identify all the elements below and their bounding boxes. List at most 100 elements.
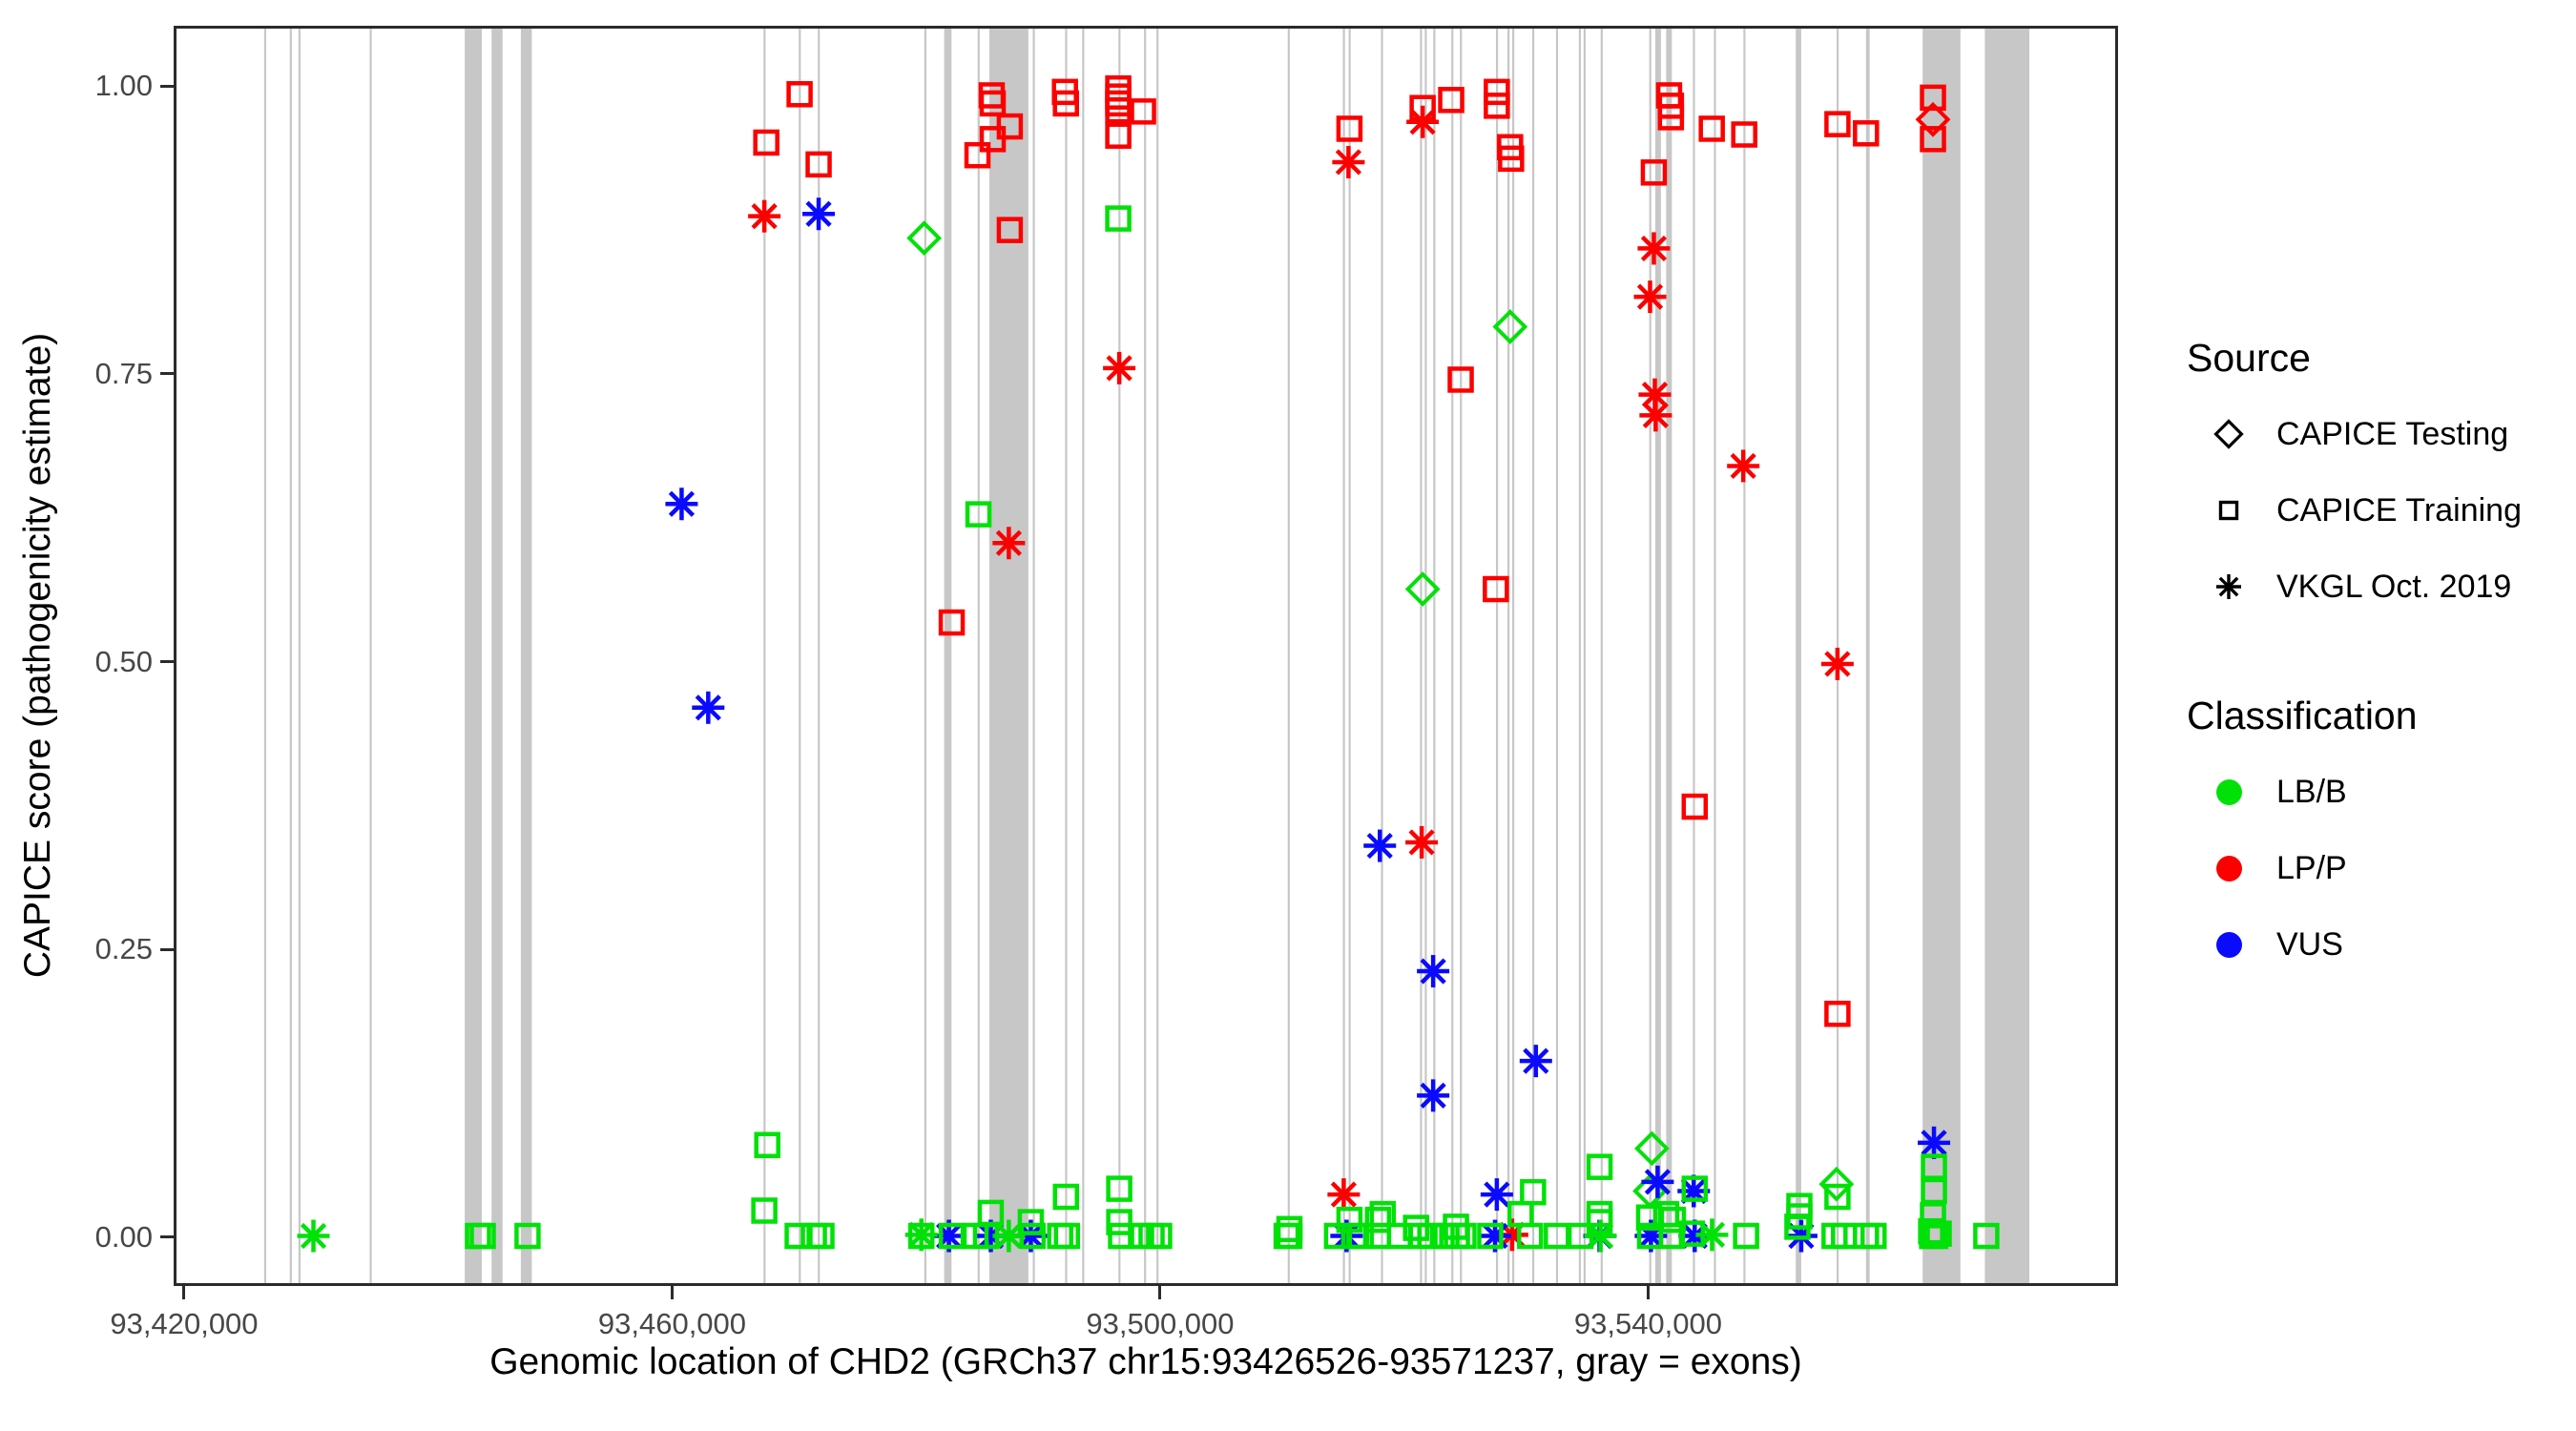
data-point-s <box>786 81 813 108</box>
data-point-s <box>1386 1222 1413 1250</box>
diamond-icon <box>2206 411 2252 457</box>
data-point-s <box>996 113 1024 140</box>
legend-item-lbb: LB/B <box>2187 754 2568 830</box>
data-point-s <box>751 1197 778 1224</box>
data-point-s <box>1483 575 1509 603</box>
data-point-a <box>1519 1045 1552 1078</box>
legend-item-capice-training: CAPICE Training <box>2187 472 2568 549</box>
exon-band <box>1743 29 1746 1283</box>
data-point-s <box>1105 74 1132 102</box>
data-point-a <box>1405 825 1439 859</box>
exon-band <box>988 29 1028 1283</box>
data-point-a <box>1417 1079 1450 1112</box>
legend-source-title: Source <box>2187 336 2311 380</box>
data-point-s <box>1106 1209 1132 1235</box>
legend-item-label: VKGL Oct. 2019 <box>2276 568 2512 605</box>
exon-band <box>1451 29 1454 1283</box>
data-point-s <box>1586 1209 1613 1235</box>
data-point-s <box>514 1222 541 1250</box>
data-point-s <box>1921 1153 1947 1180</box>
data-point-a <box>1406 105 1440 138</box>
data-point-s <box>1130 98 1156 125</box>
scatter-canvas <box>263 29 2030 1283</box>
data-point-s <box>1347 1222 1375 1250</box>
data-point-s <box>1276 1222 1303 1250</box>
data-point-s <box>1824 111 1851 137</box>
data-point-s <box>1105 96 1132 124</box>
exon-band <box>1654 29 1661 1283</box>
exon-band <box>1381 29 1383 1283</box>
data-point-s <box>754 1131 780 1158</box>
data-point-s <box>1925 1220 1952 1247</box>
data-point-s <box>1586 1153 1613 1180</box>
data-point-s <box>965 501 992 528</box>
data-point-s <box>1640 159 1668 186</box>
exon-band <box>977 29 980 1283</box>
data-point-a <box>802 197 836 231</box>
data-point-s <box>1484 78 1510 106</box>
legend-item-vus: VUS <box>2187 906 2568 983</box>
data-point-a <box>1637 232 1671 265</box>
y-axis-tick <box>160 1235 174 1239</box>
data-point-s <box>808 1222 835 1250</box>
y-axis-tick <box>160 947 174 951</box>
exon-band <box>1065 29 1068 1283</box>
data-point-s <box>1567 1222 1594 1250</box>
data-point-a <box>692 691 725 724</box>
data-point-s <box>1019 1222 1047 1250</box>
exon-band <box>491 29 503 1283</box>
data-point-s <box>1498 145 1525 173</box>
exon-band <box>369 29 372 1283</box>
data-point-s <box>800 1222 827 1250</box>
data-point-s <box>1447 366 1474 393</box>
exon-band <box>289 29 292 1283</box>
legend: Source CAPICE Testing CAPICE Training VK… <box>2187 336 2568 983</box>
data-point-a <box>1820 647 1854 680</box>
data-point-s <box>1824 1000 1851 1027</box>
exon-band <box>263 29 267 1283</box>
data-point-a <box>1727 449 1760 483</box>
data-point-s <box>1052 1183 1079 1211</box>
data-point-s <box>1824 1183 1851 1211</box>
y-axis-tick-label: 1.00 <box>94 69 153 103</box>
x-axis-tick-label: 93,420,000 <box>110 1307 259 1340</box>
data-point-d <box>1492 309 1528 344</box>
data-point-s <box>1681 1175 1709 1202</box>
exon-band <box>520 29 532 1283</box>
exon-band <box>799 29 801 1283</box>
data-point-a <box>1103 351 1136 384</box>
legend-item-vkgl: VKGL Oct. 2019 <box>2187 549 2568 625</box>
exon-band <box>1287 29 1290 1283</box>
exon-band <box>1578 29 1582 1283</box>
data-point-s <box>1733 1222 1759 1250</box>
data-point-s <box>1450 1222 1477 1250</box>
data-point-a <box>748 199 781 233</box>
data-point-d <box>1818 1166 1855 1202</box>
data-point-a <box>1641 1165 1674 1198</box>
x-axis-tick <box>182 1286 186 1299</box>
exon-band <box>298 29 301 1283</box>
data-point-s <box>996 217 1024 243</box>
legend-item-label: CAPICE Training <box>2276 491 2522 529</box>
legend-item-label: LP/P <box>2276 849 2347 886</box>
data-point-s <box>1402 1214 1429 1241</box>
y-axis-tick <box>160 372 174 376</box>
exon-band <box>1693 29 1695 1283</box>
data-point-a <box>665 487 698 521</box>
data-point-s <box>1520 1178 1547 1206</box>
legend-item-label: CAPICE Testing <box>2276 415 2509 452</box>
data-point-s <box>1146 1222 1173 1250</box>
exon-band <box>465 29 482 1283</box>
exon-band <box>1144 29 1147 1283</box>
data-point-d <box>1404 571 1441 607</box>
data-point-s <box>805 151 832 178</box>
data-point-s <box>938 609 966 636</box>
data-point-s <box>907 1222 935 1250</box>
data-point-s <box>1364 1206 1392 1234</box>
data-point-s <box>972 1222 1000 1250</box>
data-point-s <box>1657 104 1685 131</box>
data-point-s <box>1659 1206 1687 1234</box>
data-point-s <box>1920 126 1946 153</box>
exon-band <box>818 29 821 1283</box>
y-axis-tick <box>160 84 174 88</box>
